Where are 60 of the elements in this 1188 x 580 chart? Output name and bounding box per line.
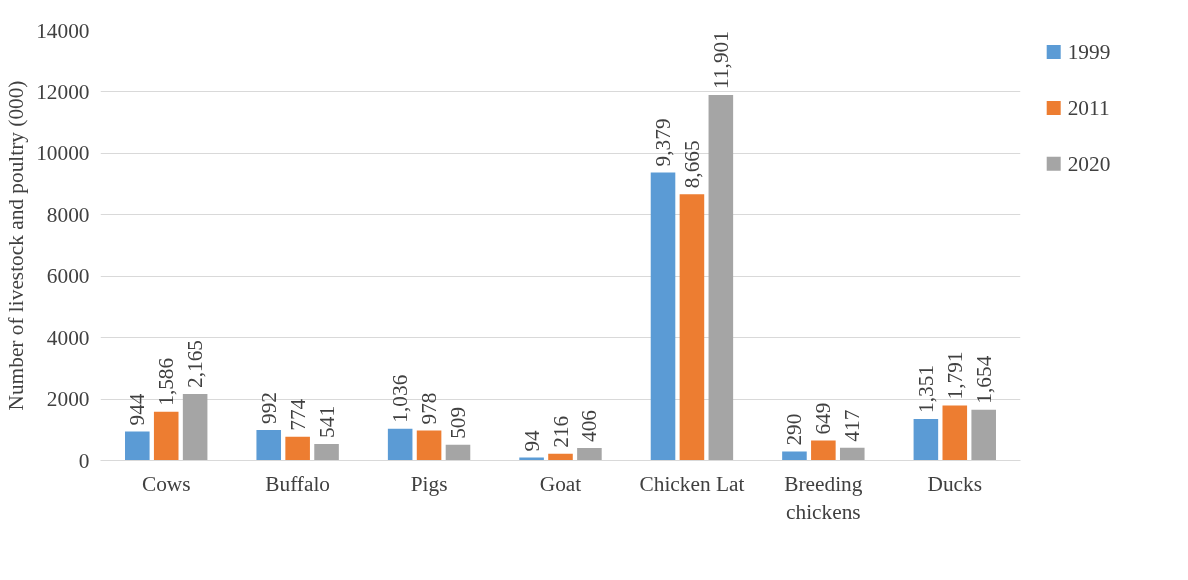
bar [285, 436, 310, 461]
bar [314, 443, 339, 461]
bar [708, 94, 734, 461]
x-tick-label: Goat [539, 471, 582, 496]
y-tick-label: 14000 [36, 18, 90, 43]
bar [387, 428, 413, 461]
data-label: 774 [285, 398, 310, 431]
x-tick-label: Ducks [927, 471, 983, 496]
bar [577, 448, 602, 461]
y-tick-label: 12000 [36, 79, 90, 104]
legend-label: 1999 [1067, 40, 1111, 64]
data-label: 11,901 [708, 31, 733, 89]
y-tick-label: 8000 [46, 202, 90, 227]
y-axis-title: Number of livestock and poultry (000) [4, 80, 29, 411]
bar [416, 430, 442, 461]
y-tick-label: 2000 [46, 387, 90, 412]
data-label: 406 [577, 409, 602, 443]
bar [182, 394, 208, 461]
bar [256, 430, 282, 461]
bar [125, 431, 150, 461]
x-tick-label: Buffalo [265, 471, 331, 496]
y-tick-label: 6000 [46, 264, 90, 289]
bar [548, 453, 573, 461]
bar [782, 451, 807, 461]
data-label: 94 [519, 429, 544, 452]
y-tick-label: 0 [78, 448, 90, 473]
bar [650, 172, 676, 461]
data-label: 649 [811, 402, 836, 435]
x-tick-label: Breeding chickens [784, 471, 863, 525]
bar [942, 405, 968, 461]
legend-label: 2011 [1067, 95, 1110, 120]
data-label: 216 [548, 415, 573, 448]
legend-label: 2020 [1067, 151, 1111, 176]
data-label: 8,665 [679, 140, 704, 189]
data-label: 509 [445, 406, 470, 439]
x-tick-label: Pigs [410, 471, 448, 496]
y-tick-label: 4000 [46, 325, 90, 350]
data-label: 2,165 [183, 340, 208, 388]
data-label: 9,379 [651, 118, 676, 167]
data-label: 417 [840, 409, 865, 442]
x-tick-label: Chicken Lat [639, 471, 745, 496]
data-label: 1,654 [971, 355, 996, 404]
bar [679, 194, 705, 461]
data-label: 1,791 [942, 351, 967, 400]
data-label: 290 [782, 413, 807, 446]
y-tick-label: 10000 [36, 141, 90, 166]
data-label: 944 [125, 393, 150, 426]
bar [811, 440, 836, 461]
bar [153, 411, 179, 461]
data-label: 1,036 [388, 374, 413, 423]
data-label: 978 [417, 392, 442, 425]
bar [445, 444, 471, 461]
bar [913, 419, 939, 461]
data-label: 541 [314, 405, 339, 438]
x-tick-label: Cows [141, 471, 191, 496]
bar [839, 447, 865, 461]
data-label: 1,351 [913, 365, 938, 414]
data-label: 992 [256, 392, 281, 425]
data-label: 1,586 [154, 357, 179, 406]
bar [971, 409, 996, 461]
